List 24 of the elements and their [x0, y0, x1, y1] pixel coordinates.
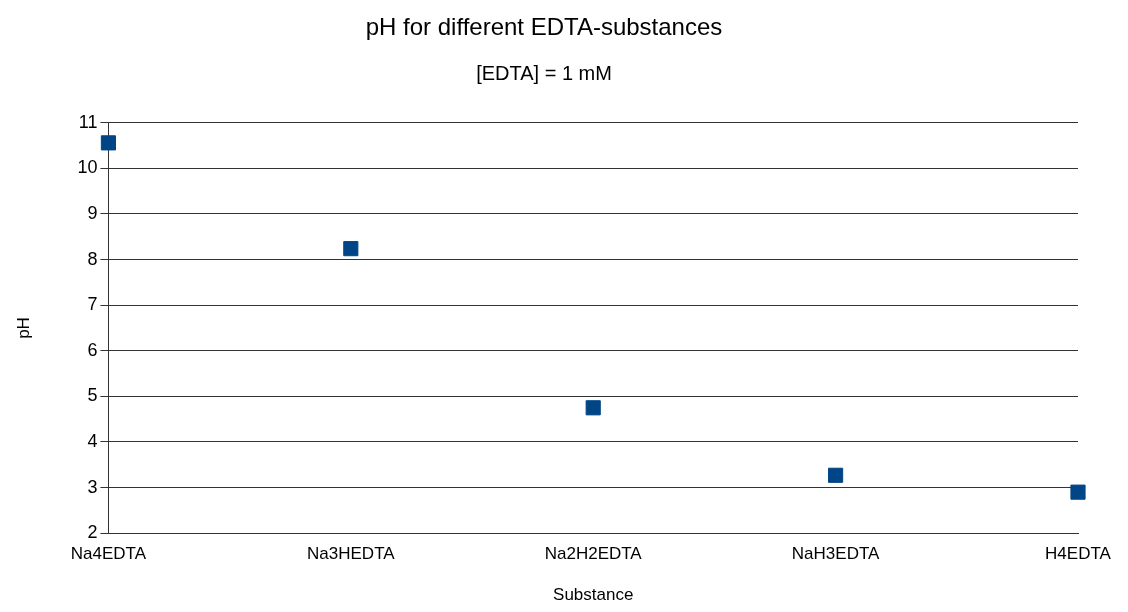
point — [100, 135, 116, 151]
x-tick-label: H4EDTA — [1045, 544, 1112, 564]
y-tick-label: 5 — [87, 385, 98, 406]
y-tick-label: 11 — [78, 111, 98, 132]
point — [1070, 484, 1086, 500]
y-axis-title: pH — [13, 317, 33, 339]
y-tick-label: 9 — [87, 202, 98, 223]
x-tick-label: Na3HEDTA — [307, 544, 396, 564]
y-tick-label: 4 — [87, 430, 98, 451]
chart-subtitle: [EDTA] = 1 mM — [476, 62, 612, 85]
y-tick-label: 10 — [77, 157, 98, 178]
x-tick-label: NaH3EDTA — [791, 544, 881, 564]
point — [828, 467, 844, 483]
x-tick-label: Na4EDTA — [70, 544, 147, 564]
y-tick-label: 3 — [87, 476, 98, 497]
point — [343, 241, 359, 257]
point — [585, 400, 601, 416]
x-axis-title: Substance — [553, 585, 634, 605]
y-tick-label: 7 — [87, 294, 98, 315]
chart-title: pH for different EDTA-substances — [365, 13, 723, 41]
y-tick-label: 6 — [87, 339, 98, 360]
y-tick-label: 2 — [87, 522, 98, 543]
x-tick-label: Na2H2EDTA — [544, 544, 643, 564]
y-tick-label: 8 — [87, 248, 98, 269]
